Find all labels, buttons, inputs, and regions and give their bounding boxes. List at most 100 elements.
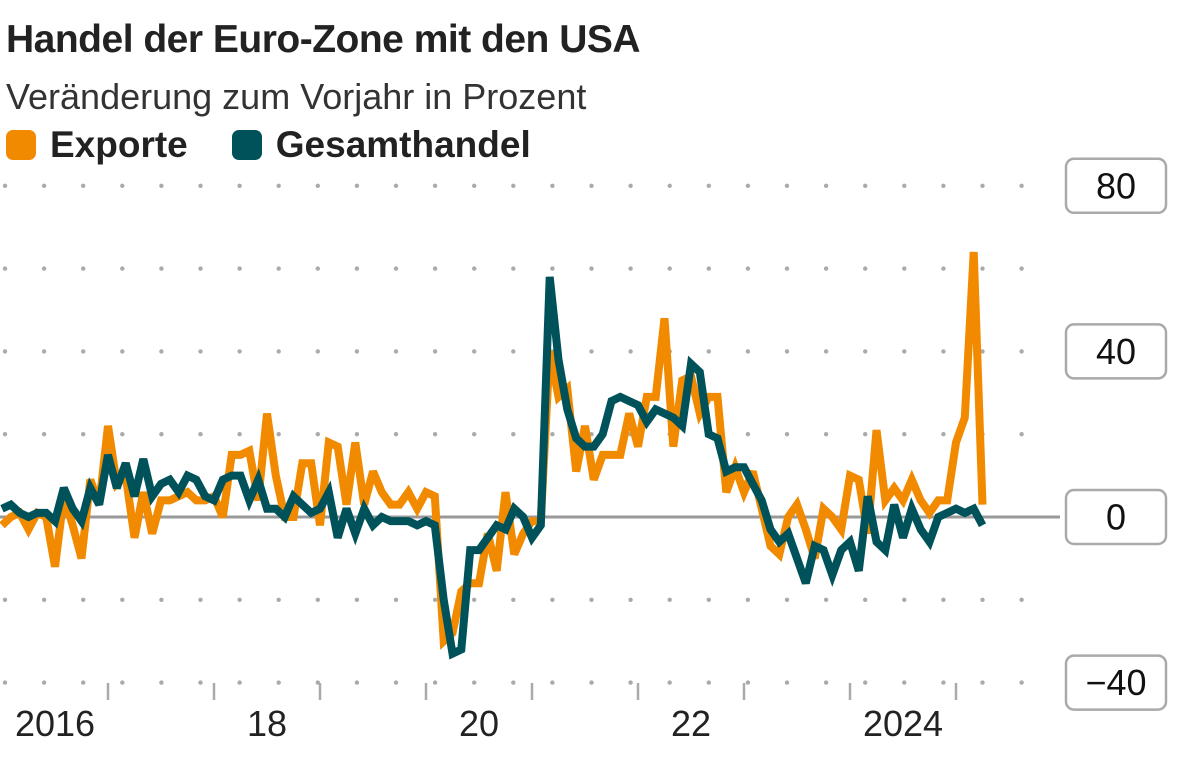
- legend-item-gesamthandel: Gesamthandel: [231, 124, 531, 166]
- grid-dot: [81, 266, 86, 271]
- grid-dot: [823, 183, 829, 188]
- grid-dot: [863, 597, 868, 602]
- grid-dot: [41, 432, 47, 437]
- grid-dot: [315, 349, 320, 354]
- grid-dot: [511, 680, 516, 685]
- grid-dot: [745, 680, 751, 685]
- grid-dot: [276, 183, 281, 188]
- grid-dot: [276, 266, 281, 271]
- x-axis: 2016 18 20 22 2024: [15, 683, 958, 744]
- grid-dot: [628, 266, 633, 271]
- grid-dot: [980, 349, 985, 354]
- grid-dot: [980, 266, 985, 271]
- grid-dot: [941, 680, 946, 685]
- grid-dot: [120, 680, 125, 685]
- grid-dot: [276, 432, 281, 437]
- grid-dot: [41, 597, 47, 602]
- grid-dot: [706, 183, 711, 188]
- grid-dot: [902, 432, 907, 437]
- chart-subtitle: Veränderung zum Vorjahr in Prozent: [6, 76, 587, 117]
- y-tick-label: 80: [1064, 157, 1168, 215]
- grid-dot: [472, 432, 477, 437]
- grid-dot: [2, 680, 8, 685]
- y-tick-label: 0: [1064, 488, 1168, 546]
- grid-dot: [393, 680, 399, 685]
- grid-dot: [432, 597, 438, 602]
- grid-dot: [628, 183, 633, 188]
- grid-dot: [472, 680, 477, 685]
- grid-dot: [432, 680, 438, 685]
- grid-dot: [81, 680, 86, 685]
- grid-dot: [784, 680, 790, 685]
- grid-dot: [159, 349, 164, 354]
- grid-dot: [198, 183, 203, 188]
- grid-dot: [863, 432, 868, 437]
- grid-dot: [1019, 349, 1024, 354]
- grid-dot: [823, 432, 829, 437]
- x-tick-label: 18: [247, 703, 287, 744]
- grid-dot: [354, 432, 360, 437]
- y-label-box: [1064, 157, 1168, 215]
- grid-dot: [589, 266, 594, 271]
- grid-dot: [354, 680, 360, 685]
- grid-dot: [511, 266, 516, 271]
- grid-dot: [667, 597, 672, 602]
- grid-dot: [237, 432, 242, 437]
- grid-dot: [667, 680, 672, 685]
- grid-dot: [276, 597, 281, 602]
- y-axis: 80 40 0 −40: [1064, 157, 1168, 711]
- grid-dot: [902, 183, 907, 188]
- grid-dot: [823, 680, 829, 685]
- grid-dot: [393, 349, 399, 354]
- grid-dot: [980, 680, 985, 685]
- grid-dot: [276, 680, 281, 685]
- gridlines: [0, 183, 1060, 685]
- grid-dot: [823, 349, 829, 354]
- grid-dot: [902, 680, 907, 685]
- grid-dot: [472, 266, 477, 271]
- grid-dot: [589, 183, 594, 188]
- grid-dot: [941, 432, 946, 437]
- grid-dot: [432, 349, 438, 354]
- grid-dot: [2, 432, 8, 437]
- grid-dot: [902, 349, 907, 354]
- grid-dot: [706, 349, 711, 354]
- grid-dot: [784, 432, 790, 437]
- grid-dot: [432, 266, 438, 271]
- grid-dot: [550, 597, 555, 602]
- grid-dot: [550, 266, 555, 271]
- grid-dot: [41, 349, 47, 354]
- legend-label-exporte: Exporte: [50, 124, 188, 165]
- grid-dot: [550, 680, 555, 685]
- grid-dot: [823, 597, 829, 602]
- grid-dot: [784, 349, 790, 354]
- grid-dot: [1019, 183, 1024, 188]
- grid-dot: [667, 183, 672, 188]
- y-label-box: [1064, 323, 1168, 380]
- grid-dot: [2, 349, 8, 354]
- grid-dot: [198, 266, 203, 271]
- legend-label-gesamthandel: Gesamthandel: [275, 124, 531, 165]
- grid-dot: [1019, 597, 1024, 602]
- grid-dot: [237, 266, 242, 271]
- grid-dot: [120, 266, 125, 271]
- grid-dot: [628, 349, 633, 354]
- y-label-text: −40: [1085, 662, 1146, 703]
- x-tick-label: 2024: [863, 703, 943, 744]
- grid-dot: [81, 432, 86, 437]
- grid-dot: [2, 183, 8, 188]
- legend-item-exporte: Exporte: [6, 124, 188, 166]
- grid-dot: [823, 266, 829, 271]
- grid-dot: [941, 266, 946, 271]
- grid-dot: [745, 432, 751, 437]
- grid-dot: [745, 266, 751, 271]
- grid-dot: [667, 266, 672, 271]
- grid-dot: [354, 266, 360, 271]
- grid-dot: [159, 680, 164, 685]
- y-label-text: 0: [1106, 497, 1126, 538]
- grid-dot: [784, 183, 790, 188]
- legend: Exporte Gesamthandel: [6, 124, 531, 166]
- grid-dot: [315, 266, 320, 271]
- grid-dot: [863, 349, 868, 354]
